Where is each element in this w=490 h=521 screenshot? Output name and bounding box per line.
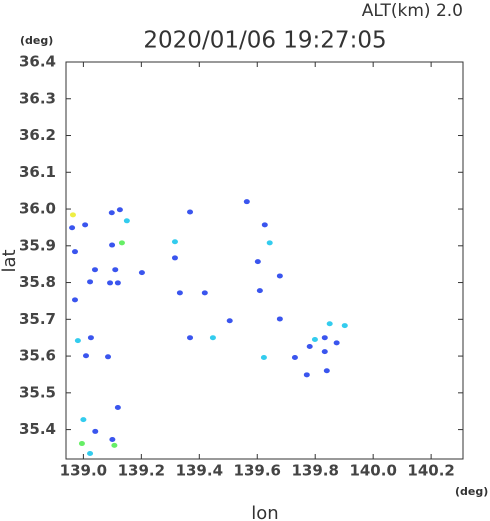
y-tick-label: 35.4 bbox=[19, 420, 56, 438]
y-tick-label: 36.2 bbox=[19, 126, 56, 144]
echo-cell bbox=[92, 428, 99, 434]
echo-cell bbox=[333, 340, 340, 346]
echo-cell bbox=[291, 355, 298, 361]
echo-cell bbox=[176, 290, 183, 296]
echo-cell bbox=[114, 280, 121, 286]
y-tick-label: 35.9 bbox=[19, 236, 56, 254]
plot-frame bbox=[65, 61, 464, 460]
echo-cell bbox=[74, 338, 81, 344]
echo-cell bbox=[109, 242, 116, 248]
echo-cell bbox=[91, 267, 98, 273]
echo-cell bbox=[112, 267, 119, 273]
y-tick-label: 36.0 bbox=[19, 200, 56, 218]
echo-cell bbox=[321, 349, 328, 355]
y-unit: (deg) bbox=[20, 34, 53, 47]
y-tick-label: 35.5 bbox=[19, 383, 56, 401]
echo-cell bbox=[69, 212, 76, 218]
y-tick-label: 35.8 bbox=[19, 273, 56, 291]
echo-cell bbox=[123, 218, 130, 224]
echo-cell bbox=[201, 290, 208, 296]
echo-cell bbox=[254, 259, 261, 265]
echo-cell bbox=[82, 353, 89, 359]
echo-cell bbox=[311, 337, 318, 343]
echo-cell bbox=[118, 240, 125, 246]
echo-cell bbox=[266, 240, 273, 246]
echo-cell bbox=[243, 199, 250, 205]
echo-cell bbox=[276, 316, 283, 322]
echo-cell bbox=[109, 437, 116, 443]
echo-cell bbox=[87, 279, 94, 285]
x-unit: (deg) bbox=[455, 485, 488, 498]
echo-cell bbox=[69, 225, 76, 231]
echo-cell bbox=[187, 335, 194, 341]
echo-cell bbox=[261, 222, 268, 228]
echo-cell bbox=[80, 417, 87, 423]
y-tick-label: 35.7 bbox=[19, 310, 56, 328]
echo-cell bbox=[303, 372, 310, 378]
echo-cell bbox=[107, 280, 114, 286]
x-tick-label: 139.0 bbox=[60, 462, 107, 480]
y-tick-label: 36.1 bbox=[19, 163, 56, 181]
x-tick-label: 140.2 bbox=[407, 462, 454, 480]
echo-cell bbox=[111, 442, 118, 448]
echo-cell bbox=[71, 249, 78, 255]
echo-cell bbox=[108, 210, 115, 216]
echo-cell bbox=[171, 255, 178, 261]
y-axis-label: lat bbox=[0, 249, 20, 272]
altitude-label: ALT(km) 2.0 bbox=[362, 1, 463, 21]
echo-cell bbox=[87, 335, 94, 341]
y-tick-label: 36.4 bbox=[19, 53, 56, 71]
echo-cell bbox=[82, 222, 89, 228]
echo-cell bbox=[114, 405, 121, 411]
echo-cell bbox=[276, 273, 283, 279]
x-tick-label: 139.2 bbox=[118, 462, 165, 480]
echo-cell bbox=[78, 441, 85, 447]
echo-cell bbox=[226, 318, 233, 324]
echo-cell bbox=[71, 297, 78, 303]
echo-cell bbox=[209, 335, 216, 341]
x-tick-label: 140.0 bbox=[349, 462, 396, 480]
x-axis-label: lon bbox=[251, 503, 278, 521]
echo-cell bbox=[341, 323, 348, 329]
echo-cell bbox=[116, 207, 123, 213]
x-tick-label: 139.8 bbox=[291, 462, 338, 480]
y-tick-label: 36.3 bbox=[19, 89, 56, 107]
echo-cell bbox=[138, 270, 145, 276]
echo-cell bbox=[187, 209, 194, 215]
echo-cell bbox=[260, 355, 267, 361]
echo-cell bbox=[323, 368, 330, 374]
echo-cell bbox=[326, 321, 333, 327]
x-tick-label: 139.6 bbox=[234, 462, 281, 480]
x-tick-label: 139.4 bbox=[176, 462, 223, 480]
echo-cell bbox=[306, 344, 313, 350]
echo-cell bbox=[105, 354, 112, 360]
chart-title: 2020/01/06 19:27:05 bbox=[143, 28, 386, 54]
echo-cell bbox=[321, 335, 328, 341]
echo-cell bbox=[256, 288, 263, 294]
echo-cell bbox=[87, 450, 94, 456]
y-tick-label: 35.6 bbox=[19, 347, 56, 365]
echo-cell bbox=[171, 239, 178, 245]
